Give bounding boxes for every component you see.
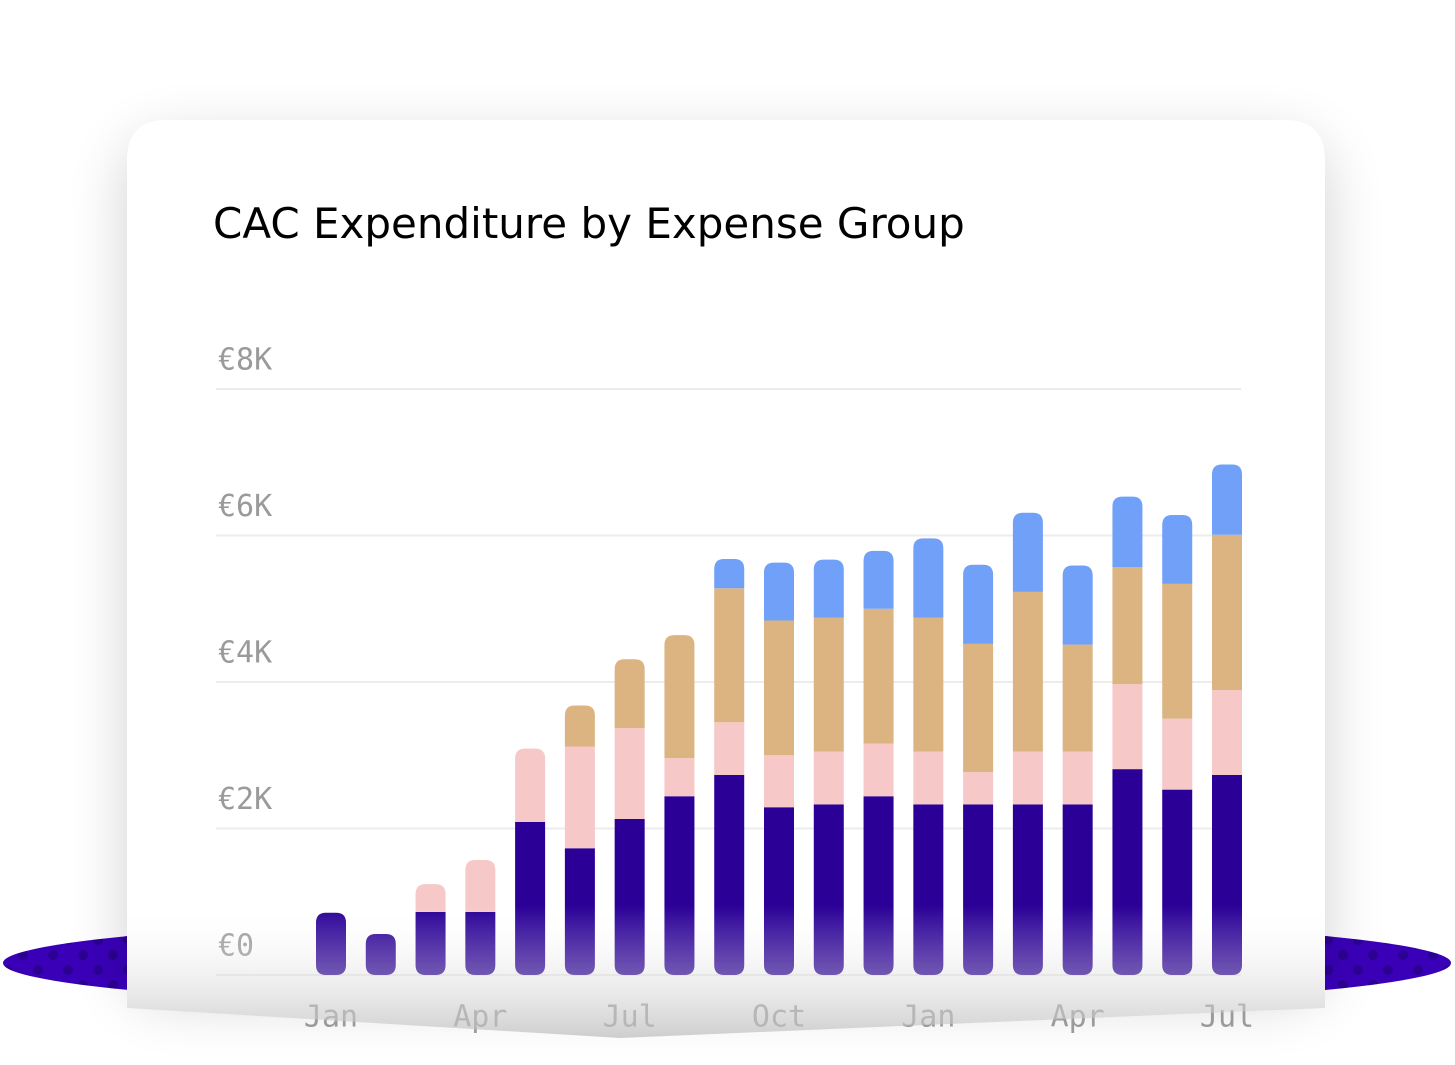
bar-segment [764, 755, 794, 808]
bar-segment [564, 746, 595, 849]
bar-segment [863, 550, 894, 609]
bar-segment [1162, 583, 1193, 719]
y-tick-label: €4K [218, 636, 272, 671]
bar-segment [764, 562, 794, 621]
bar-segment [1162, 718, 1193, 790]
bar-segment [813, 617, 844, 752]
bar-segment [764, 620, 794, 756]
bar-segment [1062, 751, 1093, 805]
bar-segment [1062, 644, 1093, 752]
bar-segment [813, 559, 844, 618]
y-tick-label: €2K [218, 782, 272, 817]
bar-segment [863, 608, 894, 744]
bar-segment [1062, 565, 1093, 645]
bar-segment [1112, 684, 1143, 770]
chart-title: CAC Expenditure by Expense Group [213, 199, 965, 248]
bar-segment [863, 743, 894, 797]
bar-segment [714, 722, 745, 776]
bar-segment [714, 558, 745, 589]
bar-segment [614, 659, 645, 729]
bar-segment [1212, 534, 1242, 691]
bar-segment [963, 772, 994, 805]
y-tick-label: €8K [218, 343, 272, 378]
y-tick-label: €6K [218, 489, 272, 524]
bar-segment [913, 617, 944, 752]
bar-segment [1012, 512, 1043, 592]
bar-segment [465, 859, 496, 913]
bar-segment [1112, 496, 1143, 567]
fade [127, 905, 1325, 1038]
bar-segment [1212, 464, 1242, 535]
bar-segment [1112, 566, 1143, 685]
bar-segment [913, 538, 944, 618]
bar-segment [664, 635, 695, 759]
bar-segment [1212, 690, 1242, 776]
bar-segment [1012, 751, 1043, 805]
bar-segment [913, 751, 944, 805]
bar-segment [963, 643, 994, 773]
bar-segment [963, 564, 994, 644]
bar-segment [813, 751, 844, 805]
bar-segment [515, 748, 546, 822]
bar-segment [1162, 514, 1193, 584]
bar-segment [564, 705, 595, 747]
bar-segment [714, 588, 745, 723]
bar-segment [664, 758, 695, 797]
bar-segment [1012, 591, 1043, 752]
bar-segment [614, 728, 645, 819]
